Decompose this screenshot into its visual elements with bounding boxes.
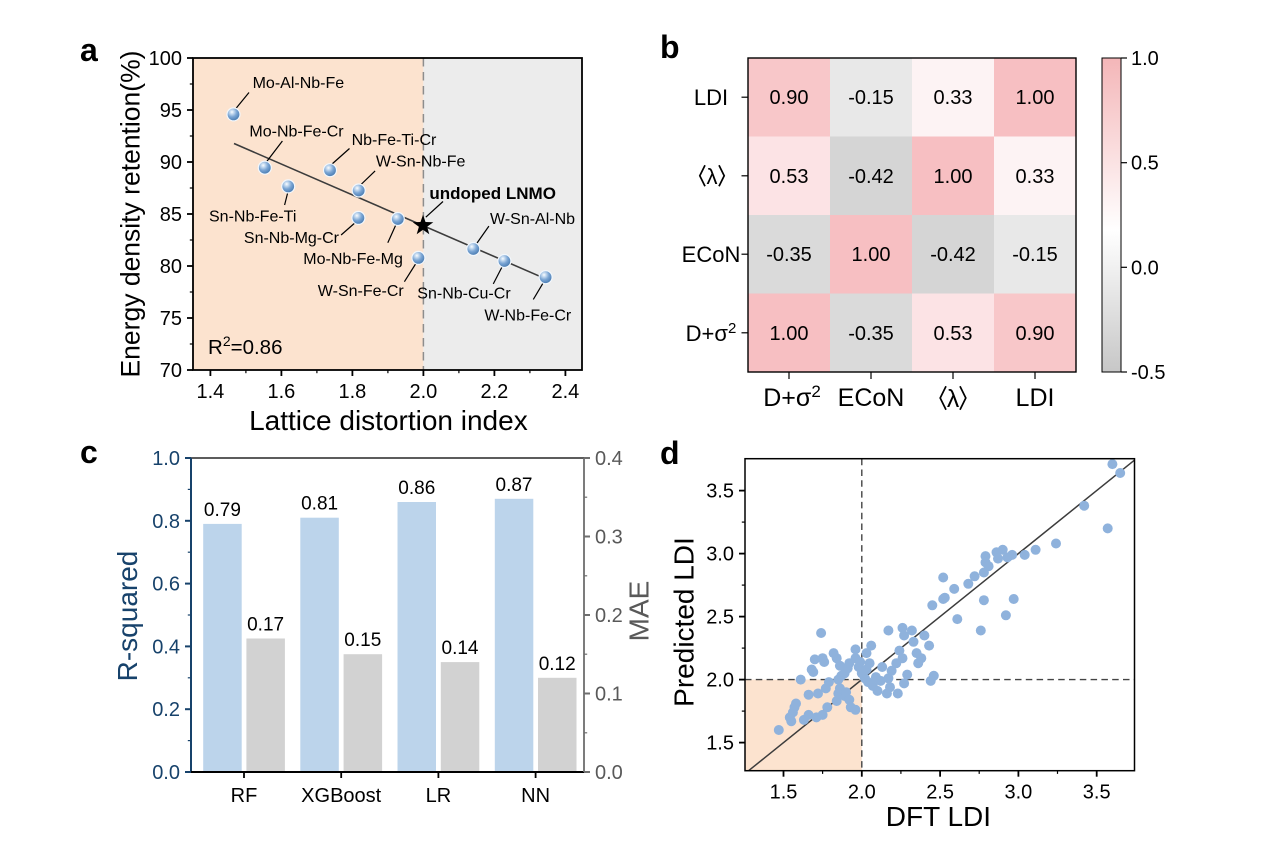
svg-text:1.8: 1.8 <box>338 381 366 403</box>
svg-text:1.6: 1.6 <box>267 381 295 403</box>
svg-text:0.33: 0.33 <box>934 87 973 109</box>
svg-text:c: c <box>80 434 98 470</box>
svg-text:0.4: 0.4 <box>152 636 180 658</box>
svg-text:3.0: 3.0 <box>1004 782 1032 804</box>
svg-text:1.0: 1.0 <box>1131 48 1159 70</box>
svg-text:0.53: 0.53 <box>934 323 973 345</box>
svg-text:0.90: 0.90 <box>1016 323 1055 345</box>
svg-text:0.4: 0.4 <box>595 448 623 470</box>
svg-text:0.86: 0.86 <box>398 478 435 499</box>
svg-text:W-Sn-Al-Nb: W-Sn-Al-Nb <box>490 211 575 228</box>
svg-text:D+σ2: D+σ2 <box>763 382 821 413</box>
svg-text:d: d <box>660 435 680 471</box>
svg-text:R-squared: R-squared <box>112 551 143 682</box>
svg-text:3.0: 3.0 <box>706 544 734 566</box>
svg-text:0.0: 0.0 <box>1131 257 1159 279</box>
svg-text:0.14: 0.14 <box>442 638 479 659</box>
svg-text:undoped LNMO: undoped LNMO <box>429 184 556 203</box>
svg-text:100: 100 <box>149 48 182 70</box>
svg-text:LDI: LDI <box>1016 384 1055 412</box>
svg-text:90: 90 <box>160 152 182 174</box>
svg-text:RF: RF <box>231 785 258 807</box>
svg-text:W-Sn-Nb-Fe: W-Sn-Nb-Fe <box>376 154 466 171</box>
svg-text:-0.42: -0.42 <box>930 244 976 266</box>
svg-text:-0.42: -0.42 <box>848 166 894 188</box>
svg-text:-0.5: -0.5 <box>1131 362 1165 384</box>
svg-text:λ: λ <box>947 386 960 413</box>
svg-text:0.33: 0.33 <box>1016 166 1055 188</box>
svg-text:0.3: 0.3 <box>595 527 623 549</box>
svg-text:ECoN: ECoN <box>838 384 905 412</box>
svg-text:0.90: 0.90 <box>770 87 809 109</box>
svg-text:Lattice distortion index: Lattice distortion index <box>249 405 528 436</box>
svg-text:2.4: 2.4 <box>551 381 579 403</box>
svg-text:2.2: 2.2 <box>480 381 508 403</box>
svg-text:0.2: 0.2 <box>595 605 623 627</box>
svg-text:0.81: 0.81 <box>301 494 338 515</box>
svg-text:-0.35: -0.35 <box>848 323 894 345</box>
svg-text:3.5: 3.5 <box>1083 782 1111 804</box>
svg-text:0.8: 0.8 <box>152 511 180 533</box>
svg-text:1.0: 1.0 <box>152 448 180 470</box>
svg-text:0.2: 0.2 <box>152 699 180 721</box>
svg-text:1.4: 1.4 <box>196 381 224 403</box>
svg-text:2.0: 2.0 <box>848 782 876 804</box>
svg-text:DFT LDI: DFT LDI <box>886 801 991 832</box>
svg-text:Sn-Nb-Fe-Ti: Sn-Nb-Fe-Ti <box>209 209 296 226</box>
svg-text:λ: λ <box>707 164 718 189</box>
svg-text:Energy density retention(%): Energy density retention(%) <box>116 51 146 378</box>
svg-text:2.0: 2.0 <box>409 381 437 403</box>
svg-text:Sn-Nb-Cu-Cr: Sn-Nb-Cu-Cr <box>417 285 511 302</box>
svg-text:1.00: 1.00 <box>770 323 809 345</box>
svg-text:LDI: LDI <box>694 85 728 110</box>
svg-text:0.79: 0.79 <box>204 500 241 521</box>
svg-text:0.12: 0.12 <box>539 654 576 675</box>
svg-text:MAE: MAE <box>624 581 655 642</box>
svg-text:0.0: 0.0 <box>152 762 180 784</box>
svg-text:75: 75 <box>160 308 182 330</box>
svg-text:1.5: 1.5 <box>706 733 734 755</box>
svg-text:D+σ2: D+σ2 <box>686 319 737 346</box>
svg-text:0.0: 0.0 <box>595 762 623 784</box>
svg-text:0.87: 0.87 <box>496 475 533 496</box>
svg-text:3.5: 3.5 <box>706 481 734 503</box>
svg-text:-0.35: -0.35 <box>766 244 812 266</box>
svg-text:Mo-Nb-Fe-Cr: Mo-Nb-Fe-Cr <box>249 123 344 140</box>
svg-text:1.00: 1.00 <box>852 244 891 266</box>
svg-text:85: 85 <box>160 204 182 226</box>
svg-text:ECoN: ECoN <box>682 242 741 267</box>
svg-text:-0.15: -0.15 <box>1012 244 1058 266</box>
svg-text:NN: NN <box>521 785 550 807</box>
svg-text:0.17: 0.17 <box>247 615 284 636</box>
svg-text:1.5: 1.5 <box>770 782 798 804</box>
svg-text:Nb-Fe-Ti-Cr: Nb-Fe-Ti-Cr <box>352 132 437 149</box>
svg-text:W-Nb-Fe-Cr: W-Nb-Fe-Cr <box>484 308 571 325</box>
svg-text:95: 95 <box>160 100 182 122</box>
svg-text:80: 80 <box>160 256 182 278</box>
svg-text:70: 70 <box>160 360 182 382</box>
svg-text:Mo-Al-Nb-Fe: Mo-Al-Nb-Fe <box>253 75 345 92</box>
svg-text:1.00: 1.00 <box>934 166 973 188</box>
svg-text:1.00: 1.00 <box>1016 87 1055 109</box>
svg-text:XGBoost: XGBoost <box>301 785 381 807</box>
svg-text:0.1: 0.1 <box>595 684 623 706</box>
svg-text:0.15: 0.15 <box>344 630 381 651</box>
svg-text:b: b <box>660 29 680 65</box>
svg-text:Mo-Nb-Fe-Mg: Mo-Nb-Fe-Mg <box>303 251 403 268</box>
svg-text:a: a <box>80 32 98 68</box>
svg-text:2.5: 2.5 <box>926 782 954 804</box>
svg-text:0.5: 0.5 <box>1131 153 1159 175</box>
svg-text:0.6: 0.6 <box>152 574 180 596</box>
svg-text:Predicted LDI: Predicted LDI <box>669 537 700 707</box>
svg-text:R2=0.86: R2=0.86 <box>208 333 282 359</box>
svg-text:2.5: 2.5 <box>706 607 734 629</box>
svg-text:Sn-Nb-Mg-Cr: Sn-Nb-Mg-Cr <box>244 230 340 247</box>
svg-text:W-Sn-Fe-Cr: W-Sn-Fe-Cr <box>318 283 405 300</box>
svg-text:-0.15: -0.15 <box>848 87 894 109</box>
svg-text:LR: LR <box>426 785 452 807</box>
svg-text:2.0: 2.0 <box>706 670 734 692</box>
svg-text:0.53: 0.53 <box>770 166 809 188</box>
